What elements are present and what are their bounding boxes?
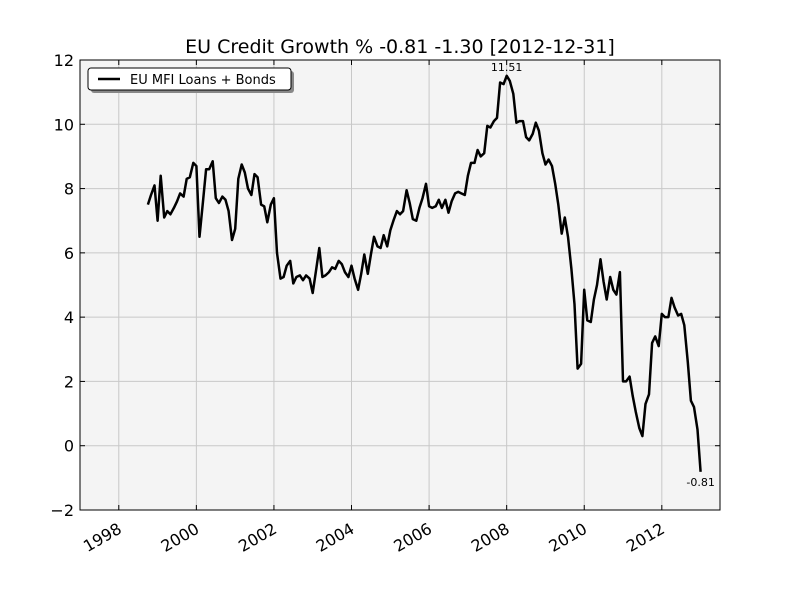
chart-title: EU Credit Growth % -0.81 -1.30 [2012-12-…: [185, 36, 615, 58]
series-layer: [146, 74, 702, 472]
y-tick-label: 10: [54, 115, 74, 134]
y-tick-label: 6: [64, 244, 74, 263]
data-label: 11.51: [491, 61, 523, 74]
y-tick-label: −2: [50, 501, 74, 520]
y-tick-label: 2: [64, 372, 74, 391]
annotations: 11.51 -0.81: [491, 61, 715, 489]
y-tick-label: 4: [64, 308, 74, 327]
y-tick-label: 0: [64, 437, 74, 456]
y-tick-label: 8: [64, 180, 74, 199]
legend-box: [87, 67, 292, 91]
data-label: -0.81: [686, 476, 714, 489]
plot-frame: [79, 59, 721, 511]
legend: EU MFI Loans + Bonds: [87, 67, 294, 93]
y-tick-label: 12: [54, 51, 74, 70]
series-line: [146, 74, 702, 472]
plot-area: [80, 60, 720, 510]
legend-label: EU MFI Loans + Bonds: [130, 73, 276, 88]
